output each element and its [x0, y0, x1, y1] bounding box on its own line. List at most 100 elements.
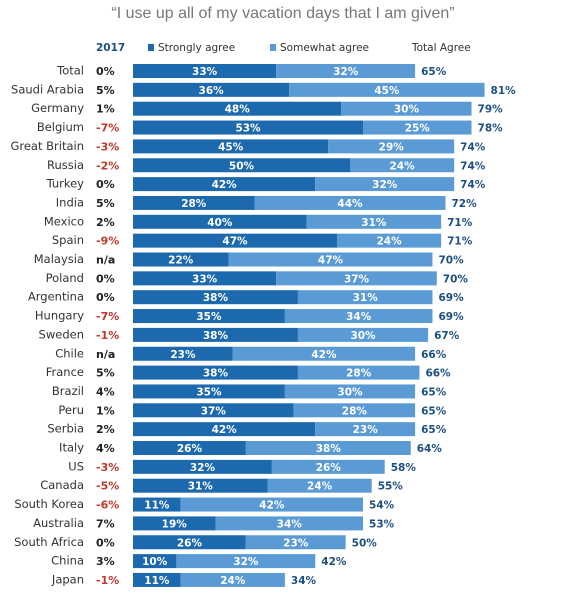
total-label: 54%: [369, 500, 395, 512]
segment-label: 32%: [233, 556, 259, 568]
total-label: 65%: [421, 66, 447, 78]
segment-label: 30%: [350, 330, 376, 342]
total-label: 65%: [421, 424, 447, 436]
legend-marker: [270, 44, 276, 51]
segment-label: 26%: [316, 462, 342, 474]
total-label: 67%: [434, 330, 460, 342]
legend-label: Strongly agree: [158, 42, 235, 54]
change-label: -9%: [96, 235, 119, 248]
total-label: 79%: [478, 104, 504, 116]
bar-segment: [133, 139, 329, 154]
segment-label: 36%: [199, 85, 225, 97]
segment-label: 24%: [220, 575, 246, 587]
total-header: Total Agree: [411, 42, 471, 54]
segment-label: 22%: [168, 255, 194, 267]
segment-label: 42%: [259, 500, 285, 512]
bar-segment: [133, 478, 268, 493]
category-label: Poland: [46, 271, 84, 285]
bar-segment: [341, 101, 472, 116]
segment-label: 25%: [405, 123, 431, 135]
category-label: Germany: [31, 101, 84, 115]
category-label: Belgium: [37, 120, 84, 134]
bar-segment: [133, 214, 307, 229]
segment-label: 50%: [229, 160, 255, 172]
total-label: 71%: [447, 236, 473, 248]
bar-segment: [254, 195, 446, 210]
segment-label: 37%: [201, 405, 227, 417]
change-label: -7%: [96, 122, 119, 135]
bar-segment: [315, 177, 455, 192]
category-label: France: [46, 365, 84, 379]
change-label: -1%: [96, 574, 119, 587]
total-label: 74%: [460, 179, 486, 191]
change-label: -2%: [96, 159, 119, 172]
total-label: 81%: [491, 85, 517, 97]
segment-label: 53%: [235, 123, 261, 135]
bar-segment: [215, 516, 364, 531]
category-label: Sweden: [39, 327, 84, 341]
bar-segment: [350, 158, 455, 173]
category-label: Italy: [59, 441, 84, 455]
change-label: 0%: [96, 65, 115, 78]
change-label: -5%: [96, 480, 119, 493]
change-label: 2%: [96, 423, 115, 436]
category-label: Total: [56, 64, 84, 78]
bar-segment: [228, 252, 433, 267]
total-label: 78%: [478, 123, 504, 135]
total-label: 65%: [421, 386, 447, 398]
bar-segment: [133, 120, 364, 135]
segment-label: 47%: [318, 255, 344, 267]
bar-segment: [180, 572, 285, 587]
total-label: 53%: [369, 518, 395, 530]
bar-segment: [133, 233, 337, 248]
segment-label: 35%: [196, 386, 222, 398]
category-label: China: [51, 554, 84, 568]
category-label: Brazil: [52, 384, 84, 398]
change-label: 5%: [96, 367, 115, 380]
bar-segment: [271, 459, 385, 474]
total-label: 70%: [443, 273, 469, 285]
segment-label: 30%: [337, 386, 363, 398]
bar-segment: [245, 535, 346, 550]
segment-label: 48%: [225, 104, 251, 116]
category-label: Spain: [52, 233, 84, 247]
bar-segment: [133, 535, 246, 550]
segment-label: 28%: [342, 405, 368, 417]
segment-label: 33%: [192, 66, 218, 78]
total-label: 71%: [447, 217, 473, 229]
segment-label: 32%: [333, 66, 359, 78]
category-label: Malaysia: [34, 252, 84, 266]
category-label: Hungary: [35, 309, 84, 323]
change-label: -3%: [96, 140, 119, 153]
bar-segment: [133, 572, 181, 587]
total-label: 70%: [438, 255, 464, 267]
change-header: 2017: [96, 42, 125, 54]
segment-label: 37%: [344, 273, 370, 285]
segment-label: 34%: [277, 518, 303, 530]
bar-segment: [328, 139, 455, 154]
bar-segment: [133, 459, 272, 474]
bar-segment: [297, 290, 433, 305]
segment-label: 40%: [207, 217, 233, 229]
segment-label: 31%: [361, 217, 387, 229]
bar-segment: [133, 309, 285, 324]
bar-segment: [133, 290, 298, 305]
bar-segment: [284, 309, 433, 324]
category-label: Great Britain: [10, 139, 84, 153]
bar-segment: [289, 82, 485, 97]
change-label: n/a: [96, 254, 115, 267]
total-label: 72%: [451, 198, 477, 210]
segment-label: 11%: [144, 500, 170, 512]
category-label: Serbia: [47, 422, 84, 436]
total-label: 66%: [421, 349, 447, 361]
legend-marker: [148, 44, 154, 51]
segment-label: 33%: [192, 273, 218, 285]
bar-segment: [315, 422, 416, 437]
segment-label: 42%: [212, 179, 238, 191]
segment-label: 44%: [337, 198, 363, 210]
segment-label: 10%: [142, 556, 168, 568]
bar-segment: [306, 214, 442, 229]
bar-segment: [133, 497, 181, 512]
segment-label: 42%: [311, 349, 337, 361]
